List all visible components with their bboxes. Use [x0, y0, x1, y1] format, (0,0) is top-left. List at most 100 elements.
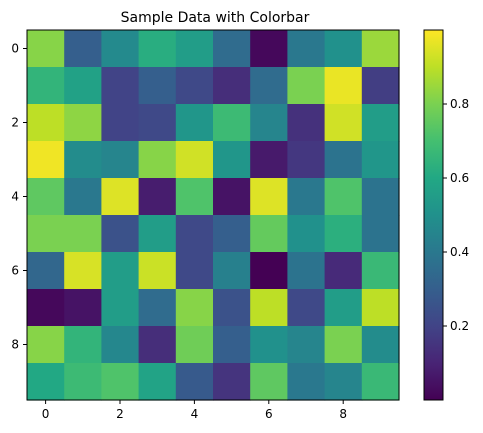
heatmap-cell [361, 30, 400, 68]
heatmap-cell [138, 363, 177, 401]
heatmap-cell [64, 178, 102, 216]
heatmap-cell [27, 104, 65, 142]
heatmap-cell [175, 215, 214, 253]
x-axis: 0 2 4 6 8 [42, 400, 347, 421]
heatmap-cell [287, 289, 326, 327]
heatmap-cell [213, 67, 251, 105]
heatmap-cell [175, 252, 214, 290]
heatmap-cell [361, 141, 400, 179]
heatmap-cell [27, 252, 65, 290]
heatmap-cell [101, 289, 140, 327]
heatmap-cell [361, 326, 400, 364]
x-tick-label: 0 [42, 407, 50, 421]
heatmap-cell [64, 104, 102, 142]
heatmap-cell [361, 104, 400, 142]
heatmap-cells [27, 30, 400, 401]
heatmap-cell [287, 178, 326, 216]
heatmap-cell [213, 215, 251, 253]
heatmap-cell [175, 326, 214, 364]
heatmap-cell [361, 252, 400, 290]
colorbar-tick-label: 0.8 [450, 97, 469, 111]
colorbar-ticks: 0.2 0.4 0.6 0.8 [443, 97, 469, 333]
heatmap-cell [324, 252, 363, 290]
heatmap-cell [175, 30, 214, 68]
heatmap-cell [213, 363, 251, 401]
heatmap-cell [250, 67, 288, 105]
heatmap-cell [64, 67, 102, 105]
heatmap-cell [287, 326, 326, 364]
heatmap-cell [101, 104, 140, 142]
heatmap-cell [27, 67, 65, 105]
heatmap-cell [213, 178, 251, 216]
colorbar-tick-label: 0.2 [450, 319, 469, 333]
heatmap-cell [213, 30, 251, 68]
heatmap-cell [213, 326, 251, 364]
heatmap-cell [101, 252, 140, 290]
heatmap-cell [250, 30, 288, 68]
heatmap-cell [138, 178, 177, 216]
heatmap-cell [287, 141, 326, 179]
heatmap-cell [213, 289, 251, 327]
heatmap-cell [138, 30, 177, 68]
x-tick-label: 6 [265, 407, 273, 421]
heatmap-cell [27, 178, 65, 216]
heatmap-cell [101, 67, 140, 105]
heatmap-cell [64, 30, 102, 68]
heatmap-cell [175, 104, 214, 142]
heatmap-cell [324, 104, 363, 142]
heatmap-cell [250, 289, 288, 327]
heatmap-cell [324, 215, 363, 253]
y-tick-label: 2 [11, 116, 19, 130]
y-tick-label: 0 [11, 42, 19, 56]
heatmap-cell [27, 289, 65, 327]
y-tick-label: 8 [11, 338, 19, 352]
heatmap-cell [175, 141, 214, 179]
y-axis: 0 2 4 6 8 [11, 42, 27, 352]
heatmap-cell [101, 178, 140, 216]
heatmap-cell [361, 363, 400, 401]
heatmap-cell [27, 363, 65, 401]
y-tick-label: 4 [11, 190, 19, 204]
heatmap-cell [138, 252, 177, 290]
heatmap-cell [64, 363, 102, 401]
heatmap-cell [101, 326, 140, 364]
heatmap-cell [138, 67, 177, 105]
heatmap-cell [213, 252, 251, 290]
heatmap-cell [138, 289, 177, 327]
colorbar [423, 29, 444, 401]
heatmap-cell [287, 67, 326, 105]
heatmap-cell [101, 30, 140, 68]
heatmap-cell [250, 215, 288, 253]
colorbar-tick-label: 0.6 [450, 171, 469, 185]
heatmap-cell [138, 104, 177, 142]
heatmap-cell [324, 289, 363, 327]
heatmap-cell [250, 326, 288, 364]
plot-frame [26, 29, 400, 401]
x-tick-label: 8 [339, 407, 347, 421]
colorbar-tick-label: 0.4 [450, 245, 469, 259]
heatmap-cell [324, 363, 363, 401]
heatmap-cell [250, 252, 288, 290]
heatmap-cell [287, 363, 326, 401]
heatmap-cell [101, 141, 140, 179]
heatmap-cell [324, 326, 363, 364]
heatmap-cell [138, 326, 177, 364]
heatmap-cell [361, 178, 400, 216]
heatmap-cell [213, 104, 251, 142]
heatmap-cell [138, 215, 177, 253]
heatmap-cell [27, 215, 65, 253]
heatmap-cell [64, 215, 102, 253]
heatmap-cell [287, 252, 326, 290]
heatmap-cell [27, 30, 65, 68]
heatmap-cell [361, 67, 400, 105]
heatmap-cell [27, 326, 65, 364]
heatmap-cell [64, 326, 102, 364]
heatmap-cell [250, 104, 288, 142]
heatmap-cell [287, 104, 326, 142]
heatmap-cell [361, 289, 400, 327]
heatmap-cell [175, 178, 214, 216]
heatmap-cell [250, 178, 288, 216]
heatmap-cell [175, 363, 214, 401]
heatmap-cell [101, 215, 140, 253]
